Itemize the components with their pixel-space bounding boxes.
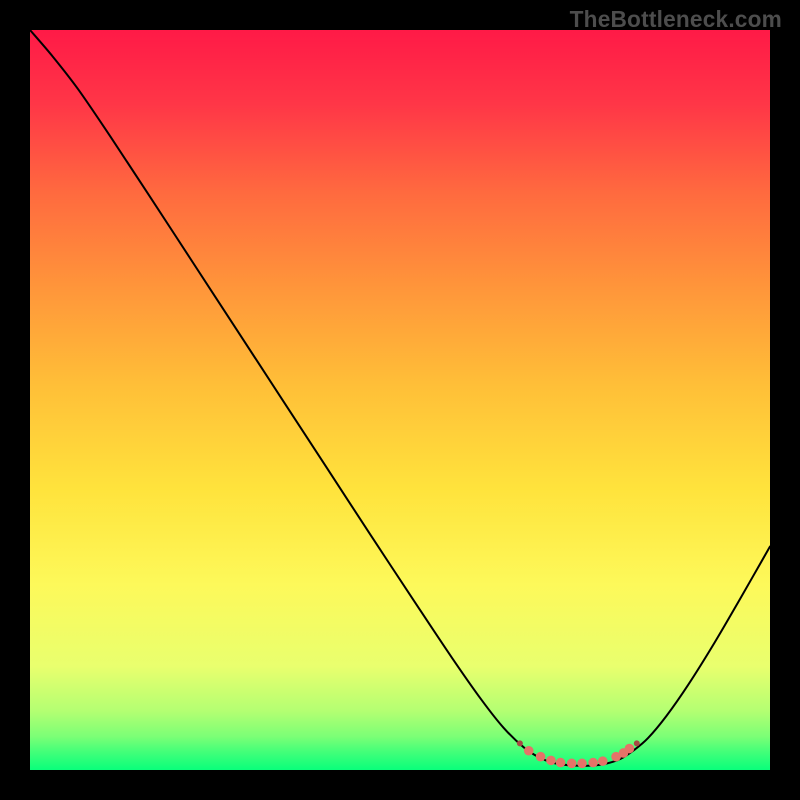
plot-area (30, 30, 770, 770)
curve-end-dot (517, 740, 523, 746)
optimal-range-dot (625, 744, 635, 754)
overlay-svg (30, 30, 770, 770)
curve-end-dot (634, 740, 640, 746)
optimal-range-dot (577, 759, 587, 769)
optimal-range-dot (567, 759, 577, 769)
optimal-range-dot (546, 756, 556, 766)
optimal-range-dot (598, 756, 608, 766)
optimal-range-dot (588, 758, 598, 768)
bottleneck-curve (30, 30, 770, 766)
figure-root: TheBottleneck.com (0, 0, 800, 800)
optimal-range-dot (536, 752, 546, 762)
optimal-range-dot (556, 758, 566, 768)
watermark-label: TheBottleneck.com (570, 6, 782, 33)
optimal-range-dot (524, 746, 534, 756)
